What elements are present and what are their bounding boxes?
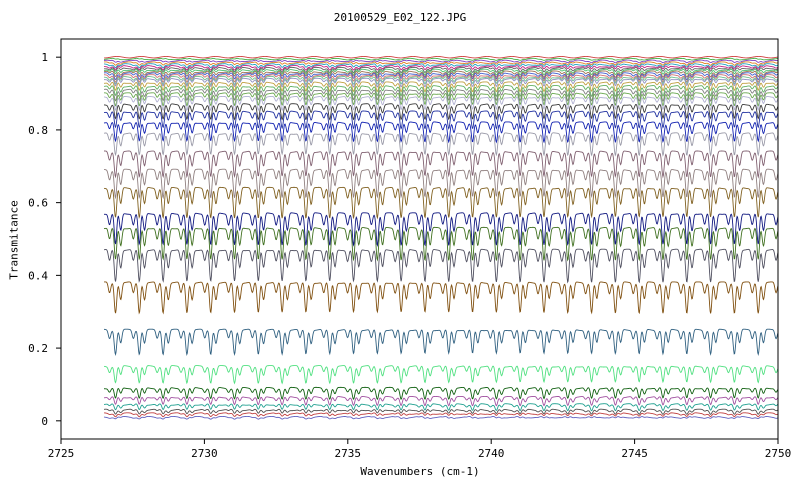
series-line [103,186,779,220]
series-line [103,77,779,88]
series-line [103,328,779,357]
series-line [103,57,779,61]
series-line [103,386,779,400]
series-line [103,403,779,412]
y-tick-label: 0.2 [28,342,48,355]
series-line [104,150,779,179]
series-line [103,103,779,121]
series-line [103,121,779,144]
series-line [103,66,779,74]
series-line [103,75,779,86]
x-tick-label: 2725 [48,447,75,460]
x-tick-label: 2750 [765,447,792,460]
series-line [104,61,779,66]
series-line [103,65,779,71]
series-line [103,59,779,64]
y-tick-label: 0 [41,415,48,428]
series-line [103,412,779,418]
y-tick-label: 0.8 [28,124,48,137]
series-line [103,281,779,315]
x-tick-label: 2730 [191,447,218,460]
series-line [104,92,779,107]
series-line [103,74,779,83]
series-line [103,85,779,98]
chart-title: 20100529_E02_122.JPG [333,11,467,24]
series-line [103,168,779,200]
x-axis-label: Wavenumbers (cm-1) [360,465,480,478]
series-line [103,395,779,407]
series-line [103,81,779,93]
plot-frame [60,38,779,440]
series-line [103,63,779,69]
x-tick-label: 2740 [478,447,505,460]
series-layer [103,55,779,420]
series-line [103,248,779,284]
x-tick-label: 2745 [621,447,648,460]
series-line [103,68,779,76]
x-tick-label: 2735 [335,447,362,460]
series-line [103,415,779,420]
series-line [103,132,779,157]
y-tick-label: 1 [41,51,48,64]
series-line [104,212,779,248]
series-line [103,226,779,262]
series-line [103,365,779,385]
series-line [103,408,779,415]
series-line [104,55,779,59]
series-line [103,95,779,112]
series-line [104,110,779,130]
series-line [103,88,779,102]
axis-layer: 2725 2730 2735 2740 2745 2750 0 0.2 0.4 0.6 0.8 1 [28,38,792,460]
y-tick-label: 0.4 [28,269,48,282]
y-axis-label: Transmitance [7,200,21,280]
series-line [103,70,779,78]
y-tick-label: 0.6 [28,197,48,210]
series-line [103,72,779,81]
